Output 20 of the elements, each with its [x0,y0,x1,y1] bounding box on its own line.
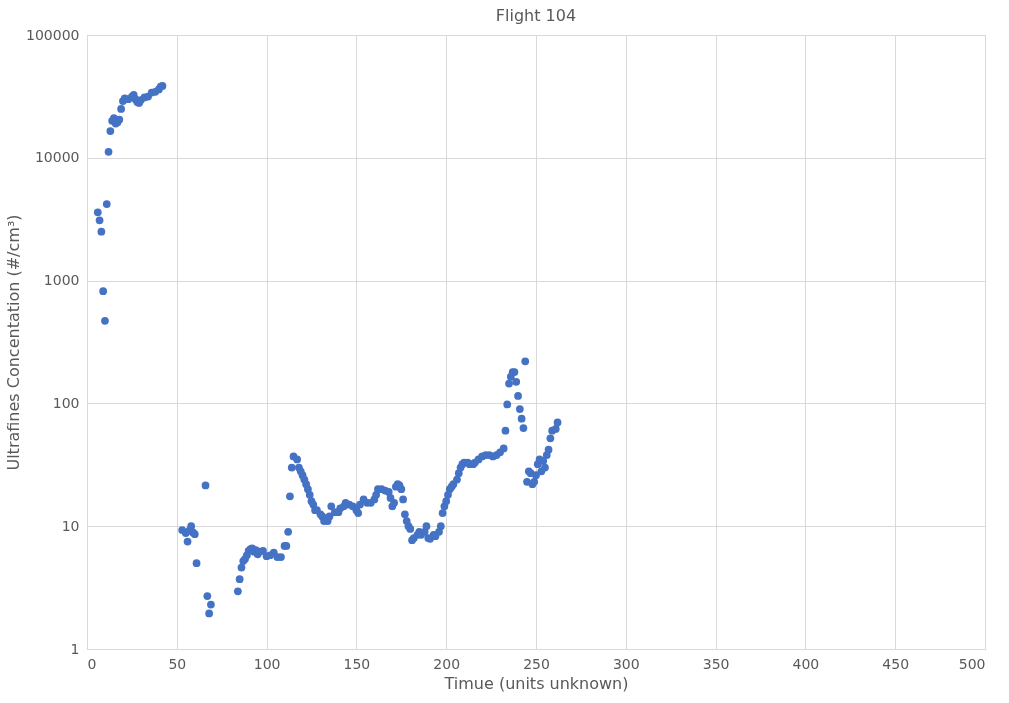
y-tick-label: 1000 [43,272,80,289]
x-tick-label: 200 [433,655,461,672]
x-tick-label: 50 [168,655,187,672]
x-tick-label: 400 [792,655,820,672]
y-tick-label: 100 [52,394,80,411]
y-tick-label: 10 [61,517,80,534]
y-tick-label: 1 [70,640,80,657]
x-tick-label: 350 [702,655,730,672]
x-tick-label: 250 [523,655,550,672]
x-tick-label: 300 [612,655,640,672]
x-axis-title: Timue (units unknown) [443,673,629,693]
x-tick-label: 500 [958,655,986,672]
chart-title: Flight 104 [495,6,577,25]
x-tick-label: 100 [253,655,281,672]
x-tick-label: 450 [882,655,910,672]
y-tick-label: 10000 [34,149,80,166]
x-tick-label: 150 [343,655,371,672]
x-tick-label: 0 [87,655,97,672]
y-axis-title: Ultrafines Concentation (#/cm³) [4,214,24,471]
y-tick-label: 100000 [26,26,80,43]
